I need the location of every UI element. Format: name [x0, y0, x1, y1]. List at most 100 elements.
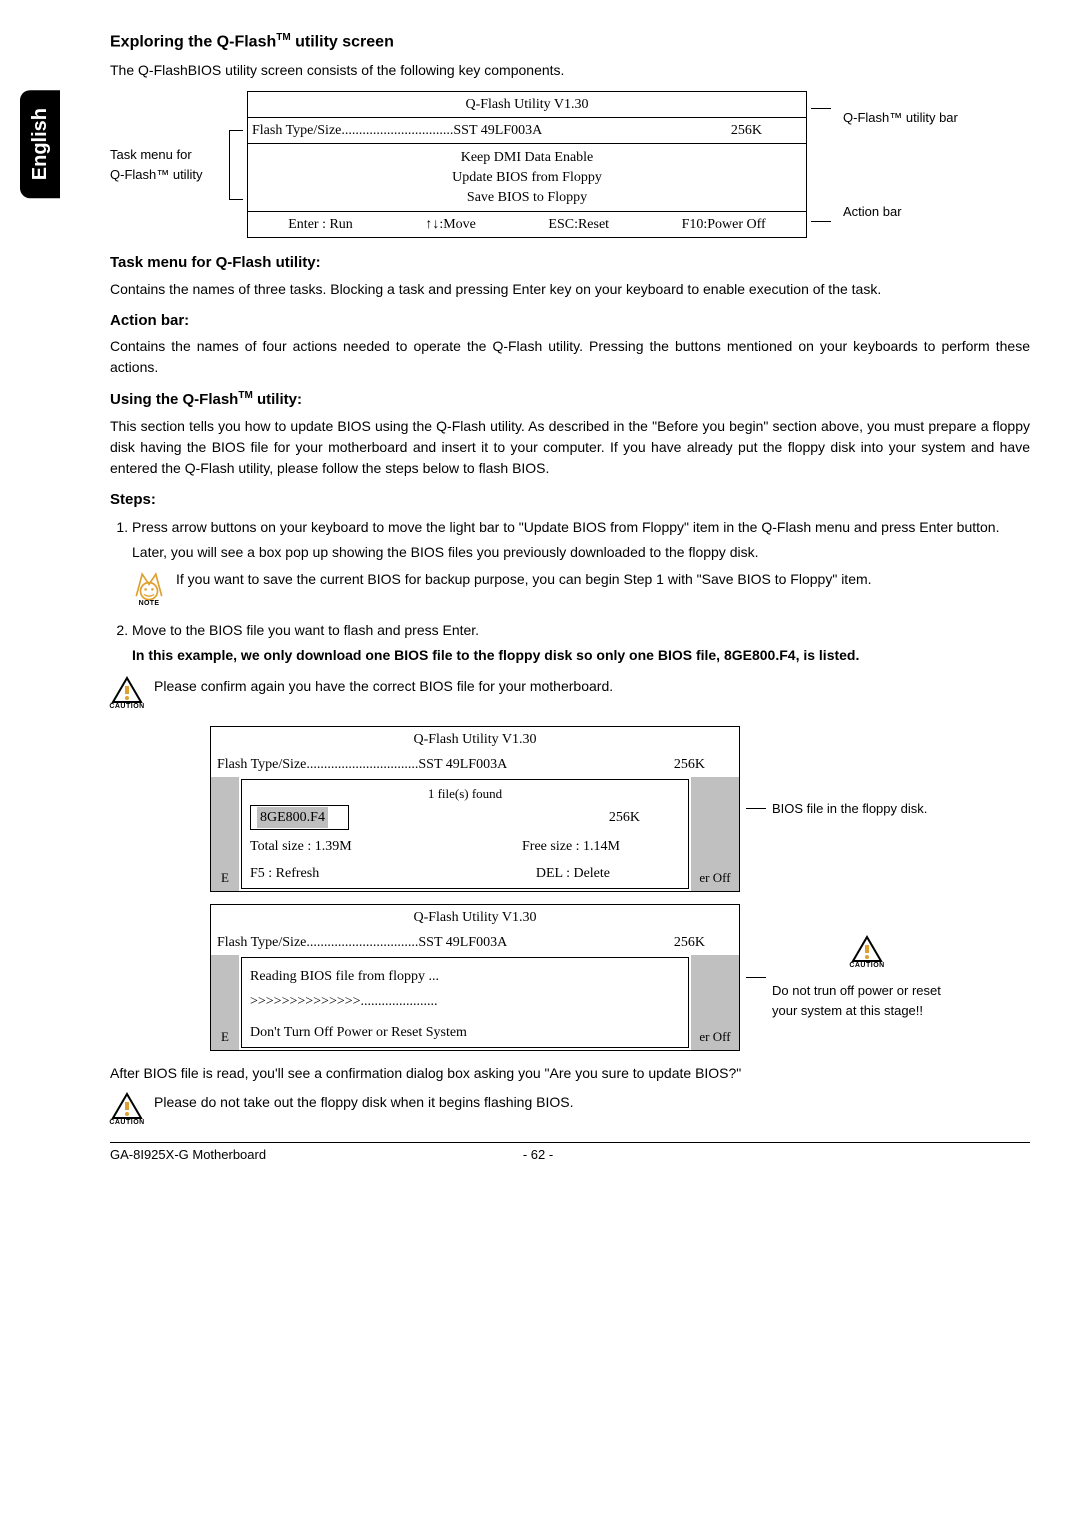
language-tab: English [20, 90, 60, 198]
progress-bar: >>>>>>>>>>>>>>...................... [250, 991, 680, 1012]
bg-left: E [211, 955, 239, 1050]
step-1: Press arrow buttons on your keyboard to … [132, 517, 1030, 610]
file-dialog: 1 file(s) found 8GE800.F4 256K Total siz… [241, 779, 689, 890]
free-size: Free size : 1.14M [522, 836, 620, 857]
action-move: ↑↓:Move [425, 214, 476, 235]
connector-line [811, 108, 831, 109]
right-annotations: Q-Flash™ utility bar Action bar [835, 108, 958, 222]
after-text: After BIOS file is read, you'll see a co… [110, 1063, 1030, 1084]
util-actionbar: Enter : Run ↑↓:Move ESC:Reset F10:Power … [248, 212, 806, 237]
page-footer: GA-8I925X-G Motherboard - 62 - [110, 1143, 1030, 1165]
file-row: 8GE800.F4 256K [250, 805, 680, 830]
task-keep-dmi: Keep DMI Data Enable [248, 148, 806, 168]
util2-body: E 1 file(s) found 8GE800.F4 256K Total s… [211, 777, 739, 892]
action-enter: Enter : Run [288, 214, 353, 235]
task-menu-text: Contains the names of three tasks. Block… [110, 279, 1030, 300]
caution1-text: Please confirm again you have the correc… [154, 676, 1030, 697]
action-bar-text: Contains the names of four actions neede… [110, 336, 1030, 378]
qflash-diagram-2: Q-Flash Utility V1.30 Flash Type/Size...… [210, 726, 1030, 893]
flash-type: Flash Type/Size.........................… [252, 120, 731, 141]
heading-explore: Exploring the Q-FlashTM utility screen [110, 30, 1030, 54]
bg-right: er Off [691, 955, 739, 1050]
page-content: Exploring the Q-FlashTM utility screen T… [110, 30, 1030, 1165]
total-size: Total size : 1.39M [250, 836, 352, 857]
tm-mark: TM [238, 390, 252, 401]
flash-size: 256K [674, 932, 705, 953]
using-text: This section tells you how to update BIO… [110, 416, 1030, 479]
f5-refresh: F5 : Refresh [250, 863, 319, 884]
file-size: 256K [609, 807, 640, 828]
task-update: Update BIOS from Floppy [248, 168, 806, 188]
intro-text: The Q-FlashBIOS utility screen consists … [110, 60, 1030, 81]
bg-left: E [211, 777, 239, 892]
qflash-screen-2: Q-Flash Utility V1.30 Flash Type/Size...… [210, 726, 740, 893]
caution-label: CAUTION [849, 961, 884, 972]
warn-text: Don't Turn Off Power or Reset System [250, 1022, 680, 1043]
del-delete: DEL : Delete [536, 863, 610, 884]
caution-label: CAUTION [109, 1118, 144, 1129]
flash-type: Flash Type/Size.........................… [217, 932, 674, 953]
connector-line [746, 977, 766, 978]
util3-title: Q-Flash Utility V1.30 [211, 905, 739, 930]
heading-part2: utility screen [291, 33, 394, 50]
reading-text: Reading BIOS file from floppy ... [250, 966, 680, 987]
caution-block-2: CAUTION Please do not take out the flopp… [110, 1092, 1030, 1132]
heading-action-bar: Action bar: [110, 310, 1030, 333]
flash-size: 256K [731, 120, 762, 141]
connectors-right [811, 108, 831, 222]
note-icon [132, 569, 166, 603]
step2-bold: In this example, we only download one BI… [132, 645, 1030, 666]
using-part2: utility: [253, 391, 302, 408]
reading-dialog: Reading BIOS file from floppy ... >>>>>>… [241, 957, 689, 1048]
qflash-screen-3: Q-Flash Utility V1.30 Flash Type/Size...… [210, 904, 740, 1051]
anno-action-bar: Action bar [843, 202, 902, 222]
heading-using: Using the Q-FlashTM utility: [110, 388, 1030, 412]
files-found: 1 file(s) found [250, 784, 680, 804]
step-2: Move to the BIOS file you want to flash … [132, 620, 1030, 666]
bg-right: er Off [691, 777, 739, 892]
heading-task-menu: Task menu for Q-Flash utility: [110, 252, 1030, 275]
key-row: F5 : Refresh DEL : Delete [250, 863, 680, 884]
caution-block-1: CAUTION Please confirm again you have th… [110, 676, 1030, 716]
left-annotation: Task menu for Q-Flash™ utility [110, 145, 225, 184]
util2-title: Q-Flash Utility V1.30 [211, 727, 739, 752]
tm-mark: TM [276, 32, 290, 43]
qflash-diagram-1: Task menu for Q-Flash™ utility Q-Flash U… [110, 91, 1030, 238]
qflash-diagram-3: Q-Flash Utility V1.30 Flash Type/Size...… [210, 904, 1030, 1051]
bracket-left [229, 130, 243, 200]
action-esc: ESC:Reset [548, 214, 609, 235]
connector-line [811, 221, 831, 222]
qflash-screen: Q-Flash Utility V1.30 Flash Type/Size...… [247, 91, 807, 238]
action-f10: F10:Power Off [682, 214, 766, 235]
caution2-text: Please do not take out the floppy disk w… [154, 1092, 1030, 1113]
util-tasks: Keep DMI Data Enable Update BIOS from Fl… [248, 144, 806, 212]
anno-bios-file: BIOS file in the floppy disk. [772, 799, 962, 819]
step1-sub: Later, you will see a box pop up showing… [132, 542, 1030, 563]
right-col: CAUTION Do not trun off power or reset y… [772, 935, 962, 1020]
caution-label: CAUTION [109, 702, 144, 713]
file-name: 8GE800.F4 [257, 807, 328, 828]
util-flashinfo: Flash Type/Size.........................… [248, 118, 806, 144]
heading-steps: Steps: [110, 489, 1030, 512]
flash-size: 256K [674, 754, 705, 775]
left-anno-line2: Q-Flash™ utility [110, 165, 225, 185]
caution-icon: CAUTION [850, 935, 884, 975]
note-icon-wrap: NOTE [132, 569, 166, 610]
step2-text: Move to the BIOS file you want to flash … [132, 622, 479, 638]
util-title: Q-Flash Utility V1.30 [248, 92, 806, 118]
footer-page: - 62 - [523, 1145, 553, 1165]
note-text: If you want to save the current BIOS for… [176, 569, 1030, 590]
util3-flashinfo: Flash Type/Size.........................… [211, 930, 739, 955]
left-anno-line1: Task menu for [110, 145, 225, 165]
file-box: 8GE800.F4 [250, 805, 349, 830]
util3-body: E Reading BIOS file from floppy ... >>>>… [211, 955, 739, 1050]
task-save: Save BIOS to Floppy [248, 188, 806, 208]
using-part1: Using the Q-Flash [110, 391, 238, 408]
step1-text: Press arrow buttons on your keyboard to … [132, 519, 999, 535]
heading-part1: Exploring the Q-Flash [110, 33, 276, 50]
anno-warning: Do not trun off power or reset your syst… [772, 981, 962, 1020]
size-row: Total size : 1.39M Free size : 1.14M [250, 836, 680, 857]
footer-model: GA-8I925X-G Motherboard [110, 1145, 266, 1165]
caution-icon: CAUTION [110, 676, 144, 716]
caution-icon: CAUTION [110, 1092, 144, 1132]
